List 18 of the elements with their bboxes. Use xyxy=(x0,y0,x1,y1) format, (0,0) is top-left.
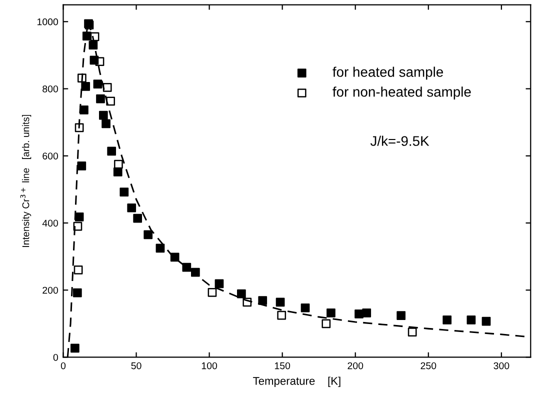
x-tick-label: 100 xyxy=(202,362,218,370)
y-tick-label: 1000 xyxy=(38,18,58,26)
y-axis-title: Intensity Cr$^{3+}$ line [arb. units] xyxy=(20,114,32,247)
y-tick-label: 400 xyxy=(42,220,58,227)
legend-label: for heated sample xyxy=(332,66,443,80)
x-tick-label: 0 xyxy=(60,362,66,370)
y-tick-label: 600 xyxy=(42,152,58,160)
y-tick-label: 200 xyxy=(42,286,58,294)
y-tick-label: 0 xyxy=(53,354,58,361)
x-axis-title: Temperature [K] xyxy=(253,376,340,388)
x-tick-label: 50 xyxy=(131,362,142,370)
x-tick-label: 200 xyxy=(348,362,364,370)
legend-label: for non-heated sample xyxy=(332,86,471,100)
x-tick-label: 150 xyxy=(274,362,290,370)
annotation: J/k=-9.5K xyxy=(370,136,430,146)
x-tick-label: 300 xyxy=(494,362,510,370)
y-tick-label: 800 xyxy=(42,85,58,92)
x-tick-label: 250 xyxy=(420,362,436,370)
